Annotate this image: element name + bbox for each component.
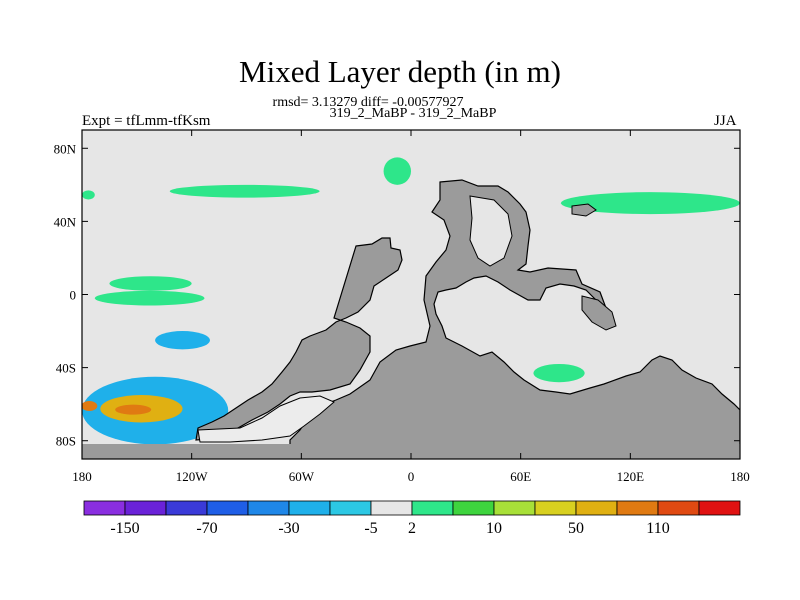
x-tick-label: 0: [408, 469, 415, 484]
colorbar-label: -30: [278, 520, 299, 537]
colorbar-label: 50: [568, 520, 584, 537]
stats-line: rmsd= 3.13279 diff= -0.00577927: [272, 95, 464, 110]
land-antarctica: [82, 444, 740, 459]
land-maritime-continent: [581, 295, 617, 331]
colorbar-swatch: [165, 500, 208, 516]
colorbar-swatch: [493, 500, 536, 516]
anomaly-fields: [82, 157, 740, 445]
ice-shelf: [197, 395, 335, 443]
land-eastern-hemisphere: [289, 179, 740, 459]
colorbar-swatch: [616, 500, 659, 516]
y-tick-label: 40N: [54, 214, 77, 229]
anomaly-north-atlantic-band: [383, 157, 411, 185]
anomaly-south-pacific-cyan: [155, 331, 210, 350]
anomaly-tropical-pacific-band-1: [109, 276, 192, 291]
anomaly-north-pacific-band: [169, 184, 320, 198]
colorbar-swatch: [370, 500, 413, 516]
land-ne-asia-island: [571, 203, 597, 217]
colorbar-label: -70: [196, 520, 217, 537]
x-tick-label: 120W: [176, 469, 209, 484]
anomaly-southern-indian-patch: [533, 363, 585, 383]
colorbar-swatch: [247, 500, 290, 516]
colorbar-swatch: [452, 500, 495, 516]
inland-water: [469, 195, 513, 267]
y-tick-label: 40S: [56, 361, 76, 376]
experiment-label: Expt = tfLmm-tfKsm: [82, 113, 211, 129]
x-axis: 180 120W 60W 0 60E 120E 180: [72, 130, 750, 484]
runs-line: 319_2_MaBP - 319_2_MaBP: [329, 106, 497, 121]
colorbar-swatch: [698, 500, 741, 516]
anomaly-core-orange-2: [82, 400, 98, 411]
colorbar-swatch: [288, 500, 331, 516]
colorbar-swatch: [534, 500, 577, 516]
x-tick-label: 180: [72, 469, 92, 484]
colorbar-swatch: [329, 500, 372, 516]
colorbar-swatch: [575, 500, 618, 516]
season-label: JJA: [714, 113, 737, 129]
colorbar-swatch: [83, 500, 126, 516]
colorbar: -150 -70 -30 -5 2 10 50 110: [83, 500, 741, 537]
anomaly-far-north-pacific-patch: [82, 190, 95, 200]
anomaly-tropical-pacific-band-2: [94, 290, 205, 306]
land-mask: [82, 179, 740, 459]
colorbar-label: -5: [364, 520, 377, 537]
colorbar-label: 10: [486, 520, 502, 537]
x-tick-label: 180: [730, 469, 750, 484]
chart-title: Mixed Layer depth (in m): [239, 54, 561, 89]
colorbar-label: -150: [110, 520, 139, 537]
x-tick-label: 60W: [289, 469, 315, 484]
colorbar-swatch: [411, 500, 454, 516]
colorbar-swatch: [657, 500, 700, 516]
x-tick-label: 60E: [510, 469, 531, 484]
land-americas: [195, 237, 403, 441]
y-tick-label: 80N: [54, 141, 77, 156]
colorbar-swatch: [206, 500, 249, 516]
y-tick-label: 0: [70, 288, 77, 303]
colorbar-label: 110: [646, 520, 669, 537]
y-tick-label: 80S: [56, 434, 76, 449]
colorbar-label: 2: [408, 520, 416, 537]
y-axis: 80N 40N 0 40S 80S: [54, 141, 740, 449]
anomaly-north-pacific-cyan: [136, 208, 157, 218]
colorbar-swatch: [124, 500, 167, 516]
anomaly-core-orange: [115, 404, 152, 415]
anomaly-eastern-north-pacific-band: [560, 192, 740, 215]
map-area: [82, 130, 740, 459]
x-tick-label: 120E: [617, 469, 645, 484]
